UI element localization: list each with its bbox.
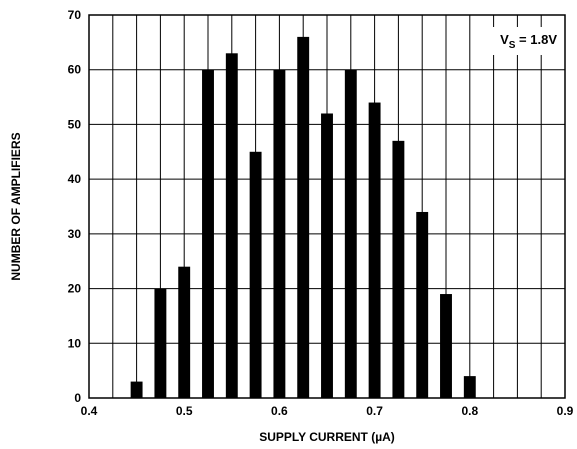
bars bbox=[130, 36, 476, 399]
x-tick-label: 0.6 bbox=[271, 404, 288, 418]
svg-text:VS = 1.8V: VS = 1.8V bbox=[500, 32, 557, 51]
annotation-rest: = 1.8V bbox=[515, 32, 557, 47]
bar bbox=[249, 151, 262, 398]
x-tick-label: 0.8 bbox=[461, 404, 478, 418]
x-tick-labels: 0.4 0.5 0.6 0.7 0.8 0.9 bbox=[81, 404, 574, 418]
bar bbox=[130, 381, 143, 398]
bar bbox=[440, 294, 452, 398]
y-tick-label: 30 bbox=[68, 227, 82, 241]
bar bbox=[154, 288, 167, 398]
y-tick-label: 20 bbox=[68, 282, 82, 296]
y-tick-labels: 0 10 20 30 40 50 60 70 bbox=[68, 8, 82, 405]
bar bbox=[463, 376, 476, 398]
bar bbox=[416, 211, 429, 398]
x-tick-label: 0.4 bbox=[81, 404, 98, 418]
annotation-sub: S bbox=[509, 40, 516, 51]
x-tick-label: 0.7 bbox=[366, 404, 383, 418]
y-tick-label: 60 bbox=[68, 63, 82, 77]
bar bbox=[321, 113, 333, 398]
bar bbox=[202, 69, 214, 398]
y-tick-label: 0 bbox=[74, 391, 81, 405]
bar bbox=[344, 69, 357, 398]
x-axis-label: SUPPLY CURRENT (µA) bbox=[259, 430, 395, 444]
bar bbox=[297, 36, 310, 399]
bar bbox=[368, 102, 381, 399]
x-tick-label: 0.5 bbox=[176, 404, 193, 418]
supply-voltage-annotation: VS = 1.8V bbox=[470, 27, 564, 55]
y-tick-label: 10 bbox=[68, 336, 82, 350]
bar bbox=[225, 53, 238, 399]
y-tick-label: 40 bbox=[68, 172, 82, 186]
y-tick-label: 70 bbox=[68, 8, 82, 22]
y-tick-label: 50 bbox=[68, 117, 82, 131]
y-axis-label: NUMBER OF AMPLIFIERS bbox=[9, 132, 23, 280]
plot-frame bbox=[88, 14, 566, 399]
bar bbox=[392, 140, 405, 399]
annotation-main: V bbox=[500, 32, 509, 47]
x-tick-label: 0.9 bbox=[557, 404, 574, 418]
bar bbox=[273, 69, 286, 398]
bar bbox=[178, 266, 191, 398]
